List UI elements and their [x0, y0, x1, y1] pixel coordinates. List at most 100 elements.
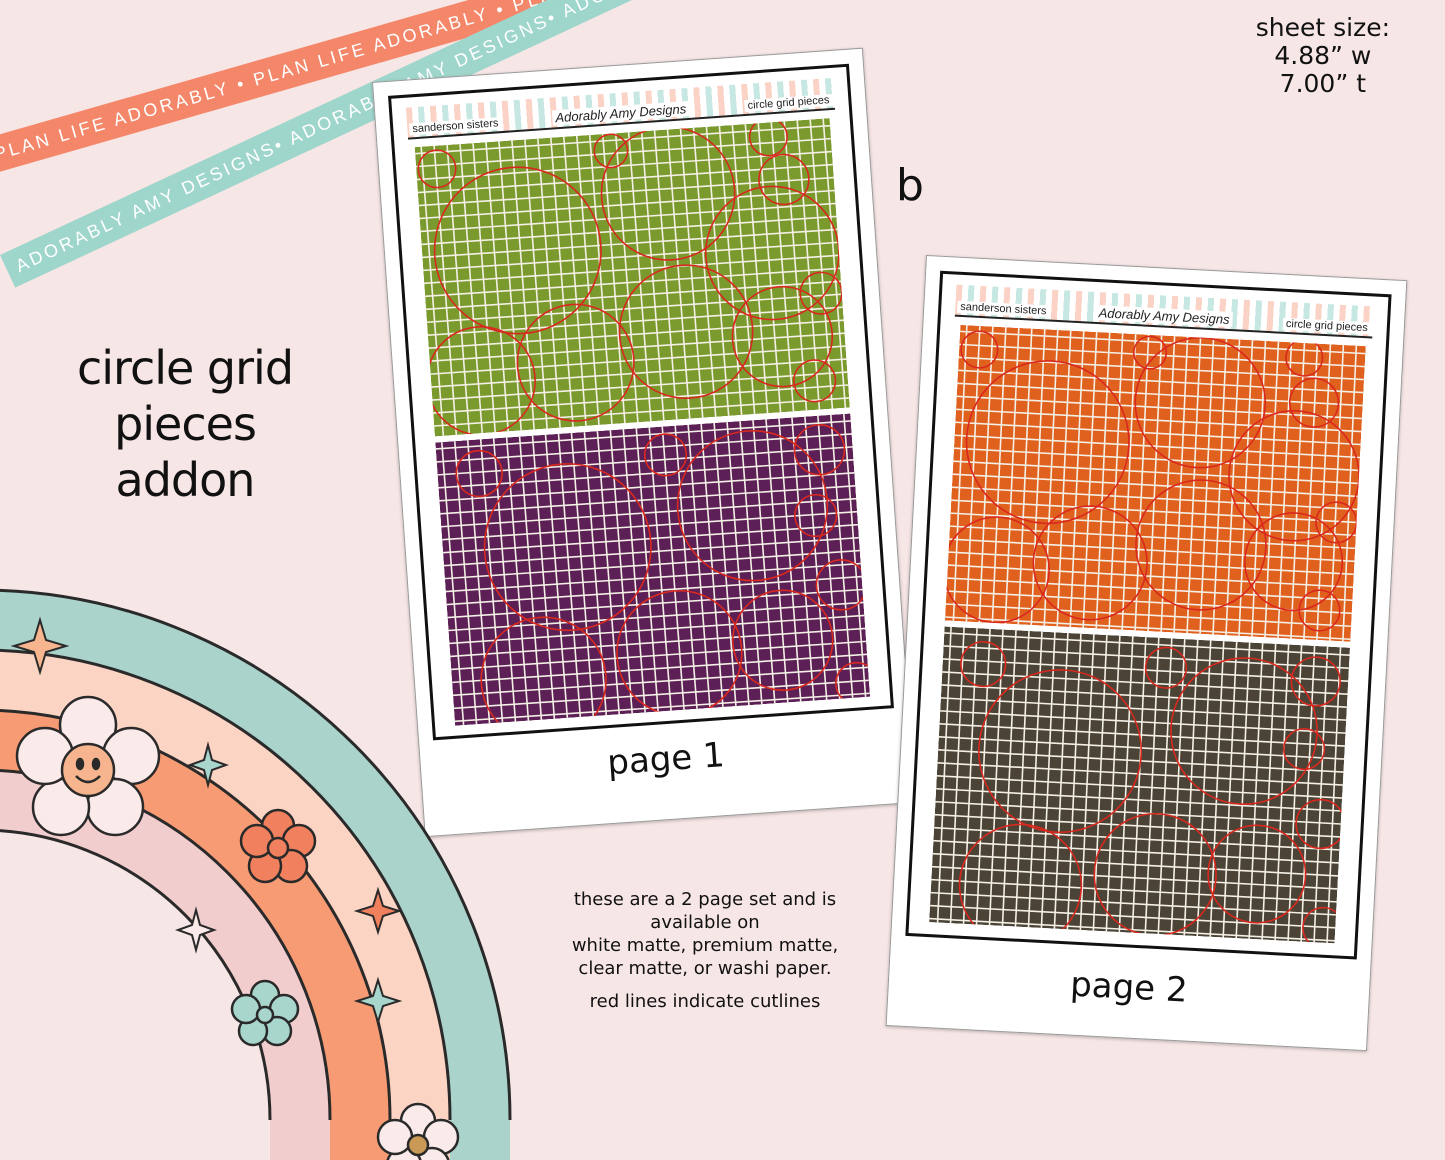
- purple-grid-panel: [435, 413, 871, 726]
- grid-line: [466, 440, 491, 724]
- grid-line: [1121, 334, 1137, 630]
- grid-line: [1092, 634, 1108, 931]
- grid-line: [940, 710, 1346, 734]
- grid-line: [945, 603, 1352, 628]
- grid-line: [423, 241, 839, 272]
- sheet-size-note: sheet size: 4.88” w 7.00” t: [1256, 14, 1390, 98]
- cutline-circle: [944, 516, 1050, 624]
- sheet-height: 7.00” t: [1279, 69, 1367, 98]
- grid-line: [1186, 337, 1202, 634]
- grid-line: [942, 671, 1348, 695]
- info-cutline-text: red lines indicate cutlines: [589, 991, 821, 1012]
- grid-line: [1342, 345, 1358, 642]
- grid-line: [416, 150, 833, 181]
- info-set-text: these are a 2 page set and is available …: [573, 889, 837, 933]
- grid-line: [933, 826, 1340, 851]
- grid-line: [440, 484, 856, 515]
- cutline-circle: [704, 185, 840, 321]
- grid-line: [557, 433, 582, 718]
- grid-line: [422, 228, 838, 259]
- grid-line: [537, 138, 561, 428]
- grid-line: [1173, 336, 1189, 633]
- grid-line: [415, 137, 832, 168]
- grid-line: [531, 435, 556, 719]
- grid-line: [1160, 336, 1176, 632]
- grid-line: [432, 371, 848, 401]
- grid-line: [622, 429, 646, 713]
- grid-pattern: [414, 118, 850, 437]
- grid-line: [948, 551, 1354, 576]
- page-2-caption: page 2: [1069, 964, 1189, 1011]
- grid-line: [765, 419, 789, 703]
- grid-line: [441, 497, 857, 528]
- grid-line: [1131, 636, 1147, 933]
- grid-line: [947, 577, 1353, 602]
- cutline-circle: [1134, 336, 1267, 469]
- grid-line: [791, 417, 815, 701]
- grid-line: [449, 614, 865, 645]
- grid-line: [739, 421, 763, 705]
- grid-line: [1066, 633, 1082, 930]
- sticker-sheet-frame: sanderson sisters Adorably Amy Designs c…: [388, 63, 894, 741]
- cutline-circle: [1144, 646, 1188, 689]
- rainbow-illustration: [0, 588, 512, 1160]
- cutline-circle: [433, 166, 602, 335]
- title-line: circle grid: [76, 341, 294, 395]
- grid-line: [1004, 327, 1020, 624]
- grid-line: [429, 332, 845, 362]
- grid-line: [1274, 644, 1290, 941]
- grid-line: [550, 137, 574, 427]
- grid-line: [1264, 341, 1280, 638]
- grid-line: [952, 473, 1358, 498]
- grid-line: [420, 202, 836, 233]
- grid-line: [1287, 645, 1303, 941]
- grid-line: [425, 267, 841, 298]
- title-line: addon: [115, 453, 256, 507]
- grid-line: [951, 486, 1358, 511]
- cutline-circle: [1244, 512, 1344, 612]
- grid-line: [428, 319, 844, 349]
- grid-line: [1082, 332, 1098, 628]
- grid-line: [1235, 642, 1251, 939]
- coral-flower-icon: [239, 808, 317, 884]
- grid-line: [421, 215, 837, 246]
- grid-line: [505, 437, 530, 721]
- grid-line: [1079, 634, 1095, 931]
- grid-line: [1199, 338, 1215, 634]
- grid-line: [1147, 335, 1163, 632]
- cutline-circle: [1282, 727, 1326, 771]
- grid-line: [1043, 329, 1059, 626]
- grid-line: [929, 904, 1336, 929]
- grid-line: [1277, 342, 1293, 638]
- grid-line: [1212, 338, 1228, 635]
- grid-line: [949, 627, 965, 924]
- cutline-circle: [793, 424, 846, 476]
- grid-line: [687, 424, 711, 709]
- grid-line: [648, 427, 672, 711]
- sheet-header-left: sanderson sisters: [957, 300, 1050, 318]
- cutline-circle: [1288, 377, 1340, 428]
- grid-line: [444, 549, 860, 580]
- grid-line: [511, 140, 535, 430]
- grid-line: [713, 422, 737, 707]
- cutline-circle: [1170, 657, 1318, 805]
- grid-line: [1222, 641, 1238, 938]
- variant-label: b: [896, 160, 924, 211]
- grid-line: [492, 438, 517, 722]
- grid-line: [434, 397, 850, 427]
- product-title: circle grid pieces addon: [40, 340, 330, 508]
- grid-line: [933, 839, 1339, 864]
- grid-line: [830, 414, 854, 699]
- sheet-width: 4.88” w: [1274, 41, 1372, 70]
- title-line: pieces: [114, 397, 257, 451]
- info-paper-text: white matte, premium matte, clear matte,…: [571, 935, 839, 979]
- sticker-sheet-frame: sanderson sisters Adorably Amy Designs c…: [905, 270, 1392, 960]
- grid-line: [935, 800, 1341, 825]
- grid-line: [453, 441, 478, 725]
- grid-line: [451, 640, 867, 671]
- grid-line: [1196, 640, 1212, 937]
- grid-line: [962, 628, 978, 924]
- grid-line: [940, 697, 1347, 721]
- grid-line: [1303, 343, 1319, 640]
- green-grid-panel: [414, 118, 850, 437]
